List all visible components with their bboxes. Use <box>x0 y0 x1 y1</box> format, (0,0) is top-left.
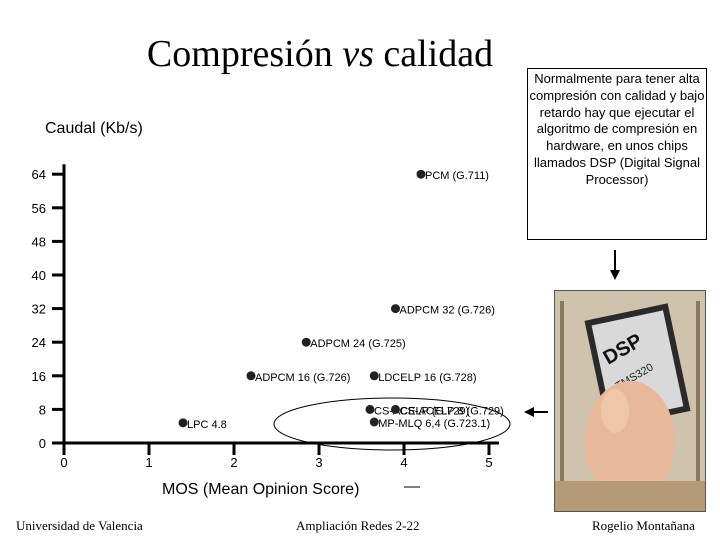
data-point <box>365 404 375 414</box>
y-tick-label: 0 <box>39 436 46 451</box>
point-label: ADPCM 32 (G.726) <box>400 305 495 317</box>
x-tick-label: 4 <box>400 455 407 470</box>
x-tick-label: 5 <box>485 455 492 470</box>
slide-title: Compresión vs calidad <box>146 33 494 75</box>
arrow-head <box>524 407 534 417</box>
point-label: LPC 4.8 <box>187 419 227 431</box>
y-tick-label: 8 <box>39 402 46 417</box>
highlight-ellipse <box>273 397 511 451</box>
point-label: LDCELP 16 (G.728) <box>378 372 476 384</box>
point-label: ADPCM 24 (G.725) <box>310 338 405 350</box>
x-tick-label: 0 <box>60 455 67 470</box>
point-label: PCM (G.711) <box>425 170 489 182</box>
note-arrow-head <box>610 270 620 280</box>
y-tick-label: 40 <box>32 268 46 283</box>
data-point <box>369 371 379 381</box>
data-point <box>246 371 256 381</box>
y-tick-label: 24 <box>32 335 46 350</box>
footer-course: Ampliación Redes 2-22 <box>296 518 420 533</box>
y-tick-label: 16 <box>32 369 46 384</box>
data-point <box>301 337 311 347</box>
footer-author: Rogelio Montañana <box>592 518 695 533</box>
x-tick-label: 1 <box>145 455 152 470</box>
dsp-chip-image: DSP TMS320 <box>554 290 706 512</box>
y-tick-label: 64 <box>32 167 46 182</box>
footer-university: Universidad de Valencia <box>16 518 143 533</box>
data-point <box>178 418 188 428</box>
y-tick-label: 48 <box>32 234 46 249</box>
dsp-note-box: Normalmente para tener alta compresión c… <box>527 68 707 240</box>
data-point <box>369 417 379 427</box>
data-point <box>416 169 426 179</box>
x-tick-label: 3 <box>315 455 322 470</box>
point-label: MP-MLQ 6,4 (G.723.1) <box>378 418 490 430</box>
x-axis-label: MOS (Mean Opinion Score) <box>162 481 359 498</box>
data-point <box>391 304 400 314</box>
y-tick-label: 32 <box>32 302 46 317</box>
y-axis-label: Caudal (Kb/s) <box>45 120 143 137</box>
point-label: ADPCM 16 (G.726) <box>255 372 350 384</box>
x-tick-label: 2 <box>230 455 237 470</box>
data-point <box>391 404 400 414</box>
point-label: CS-ACELP 8 (G.729) <box>400 405 504 417</box>
y-tick-label: 56 <box>32 201 46 216</box>
